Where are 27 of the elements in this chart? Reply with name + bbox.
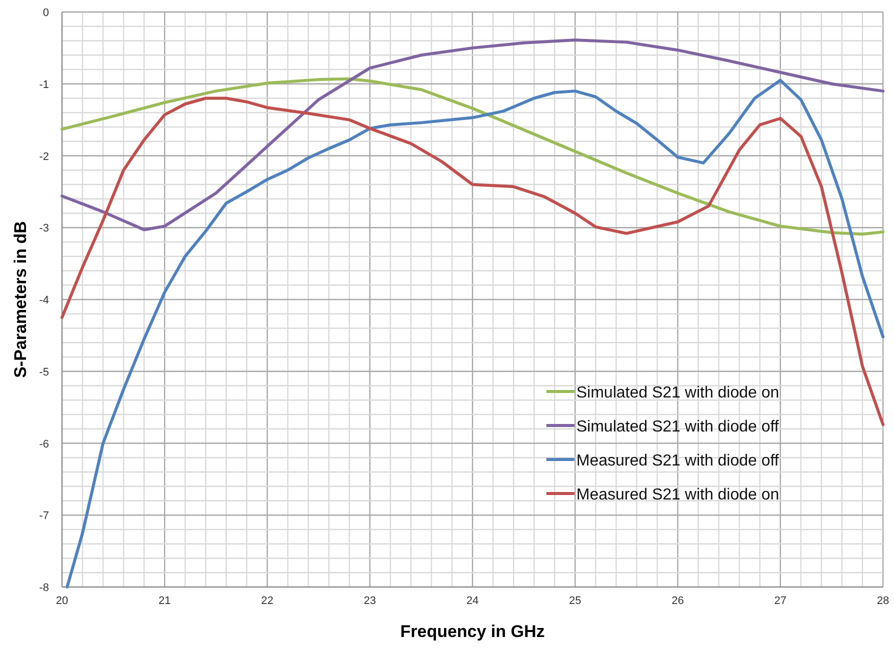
y-tick-label: -3 — [39, 222, 49, 235]
x-tick-label: 21 — [158, 595, 171, 607]
legend-label: Simulated S21 with diode off — [576, 418, 780, 436]
x-tick-label: 27 — [774, 595, 786, 607]
legend-label: Simulated S21 with diode on — [576, 384, 780, 402]
x-axis-title: Frequency in GHz — [400, 622, 545, 641]
y-tick-label: -1 — [39, 78, 49, 91]
x-tick-label: 25 — [569, 595, 582, 607]
line-series — [66, 78, 884, 588]
legend-label: Measured S21 with diode on — [576, 486, 780, 504]
y-tick-label: -2 — [39, 150, 49, 163]
x-tick-label: 22 — [261, 595, 274, 607]
line-series — [60, 38, 884, 232]
y-tick-label: 0 — [42, 7, 49, 19]
y-tick-label: -6 — [39, 438, 49, 450]
line-series — [60, 77, 884, 236]
x-tick-label: 24 — [466, 595, 479, 607]
y-tick-label: -8 — [39, 582, 49, 594]
y-tick-label: -7 — [39, 510, 49, 522]
x-tick-label: 23 — [364, 595, 376, 607]
x-tick-label: 26 — [672, 595, 684, 607]
y-tick-label: -4 — [39, 294, 49, 306]
x-tick-label: 28 — [876, 595, 890, 607]
y-tick-label: -5 — [39, 366, 49, 378]
legend-label: Measured S21 with diode off — [576, 452, 780, 470]
x-tick-label: 20 — [56, 595, 68, 607]
y-axis-title: S-Parameters in dB — [11, 221, 30, 378]
